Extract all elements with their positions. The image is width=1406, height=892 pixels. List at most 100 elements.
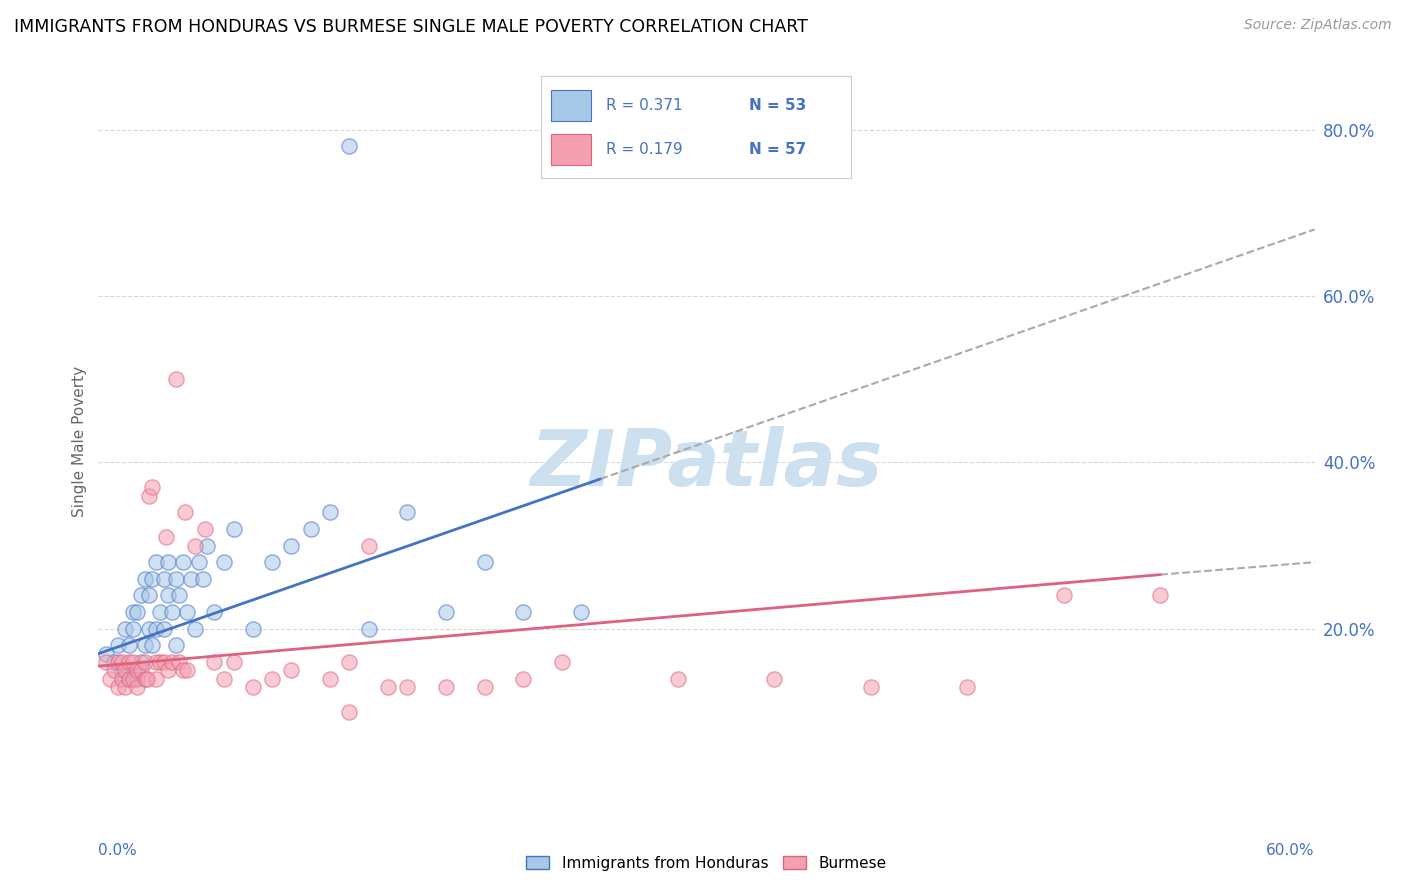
Point <box>94 655 117 669</box>
Point <box>122 663 145 677</box>
Point <box>155 530 177 544</box>
Point <box>110 672 132 686</box>
Point <box>222 522 245 536</box>
Point <box>434 680 457 694</box>
Point <box>859 680 882 694</box>
Point <box>129 589 152 603</box>
Point <box>145 655 167 669</box>
Point <box>118 638 141 652</box>
Point <box>512 672 534 686</box>
Point <box>153 655 176 669</box>
Point <box>114 622 136 636</box>
Point <box>156 663 179 677</box>
Y-axis label: Single Male Poverty: Single Male Poverty <box>72 366 87 517</box>
Point <box>156 555 179 569</box>
Point <box>169 655 191 669</box>
Point <box>202 605 225 619</box>
Point <box>125 672 148 686</box>
Point <box>114 663 136 677</box>
Point <box>337 139 360 153</box>
Text: N = 53: N = 53 <box>748 98 806 113</box>
Legend: Immigrants from Honduras, Burmese: Immigrants from Honduras, Burmese <box>526 855 887 871</box>
Point <box>396 680 419 694</box>
Point <box>212 672 235 686</box>
Point <box>122 622 145 636</box>
Point <box>194 522 217 536</box>
Point <box>134 638 156 652</box>
Point <box>763 672 786 686</box>
Text: ZIPatlas: ZIPatlas <box>530 425 883 502</box>
FancyBboxPatch shape <box>551 135 591 165</box>
Point <box>242 622 264 636</box>
Point <box>110 655 132 669</box>
Point <box>153 572 176 586</box>
Point <box>280 663 302 677</box>
Text: Source: ZipAtlas.com: Source: ZipAtlas.com <box>1244 18 1392 32</box>
Point <box>242 680 264 694</box>
Point <box>1149 589 1171 603</box>
Point <box>149 655 172 669</box>
Point <box>160 605 183 619</box>
Point <box>180 572 202 586</box>
Point <box>138 622 160 636</box>
Point <box>165 572 187 586</box>
Point <box>122 605 145 619</box>
Point <box>107 680 129 694</box>
Point <box>103 663 125 677</box>
Point <box>107 655 129 669</box>
Point <box>319 672 342 686</box>
Point <box>1053 589 1076 603</box>
Point <box>110 663 132 677</box>
Point <box>134 572 156 586</box>
Point <box>337 705 360 719</box>
Text: IMMIGRANTS FROM HONDURAS VS BURMESE SINGLE MALE POVERTY CORRELATION CHART: IMMIGRANTS FROM HONDURAS VS BURMESE SING… <box>14 18 808 36</box>
Point <box>222 655 245 669</box>
Point <box>103 655 125 669</box>
Point <box>184 539 207 553</box>
Point <box>474 680 496 694</box>
Point <box>107 638 129 652</box>
Point <box>94 647 117 661</box>
Point <box>125 663 148 677</box>
Point <box>141 572 163 586</box>
Point <box>165 372 187 386</box>
Point <box>551 655 574 669</box>
Point <box>396 505 419 519</box>
Point <box>512 605 534 619</box>
Point <box>125 680 148 694</box>
Point <box>666 672 689 686</box>
Point <box>569 605 592 619</box>
Point <box>118 672 141 686</box>
Point <box>149 605 172 619</box>
Point <box>129 663 152 677</box>
Point <box>134 655 156 669</box>
Text: N = 57: N = 57 <box>748 142 806 157</box>
Text: R = 0.371: R = 0.371 <box>606 98 683 113</box>
Point <box>114 680 136 694</box>
Point <box>135 672 157 686</box>
Text: 0.0%: 0.0% <box>98 843 138 858</box>
Point <box>169 589 191 603</box>
Point <box>176 663 198 677</box>
Point <box>138 589 160 603</box>
Point <box>174 505 197 519</box>
Point <box>280 539 302 553</box>
Point <box>122 655 145 669</box>
Point <box>434 605 457 619</box>
Text: R = 0.179: R = 0.179 <box>606 142 683 157</box>
Point <box>262 672 284 686</box>
FancyBboxPatch shape <box>551 90 591 121</box>
Point <box>956 680 979 694</box>
Point <box>172 663 194 677</box>
Text: 60.0%: 60.0% <box>1267 843 1315 858</box>
Point <box>165 638 187 652</box>
Point <box>357 539 380 553</box>
Point <box>134 672 156 686</box>
Point <box>122 672 145 686</box>
Point <box>129 655 152 669</box>
Point <box>145 622 167 636</box>
Point <box>118 655 141 669</box>
Point <box>153 622 176 636</box>
Point <box>202 655 225 669</box>
Point <box>377 680 399 694</box>
